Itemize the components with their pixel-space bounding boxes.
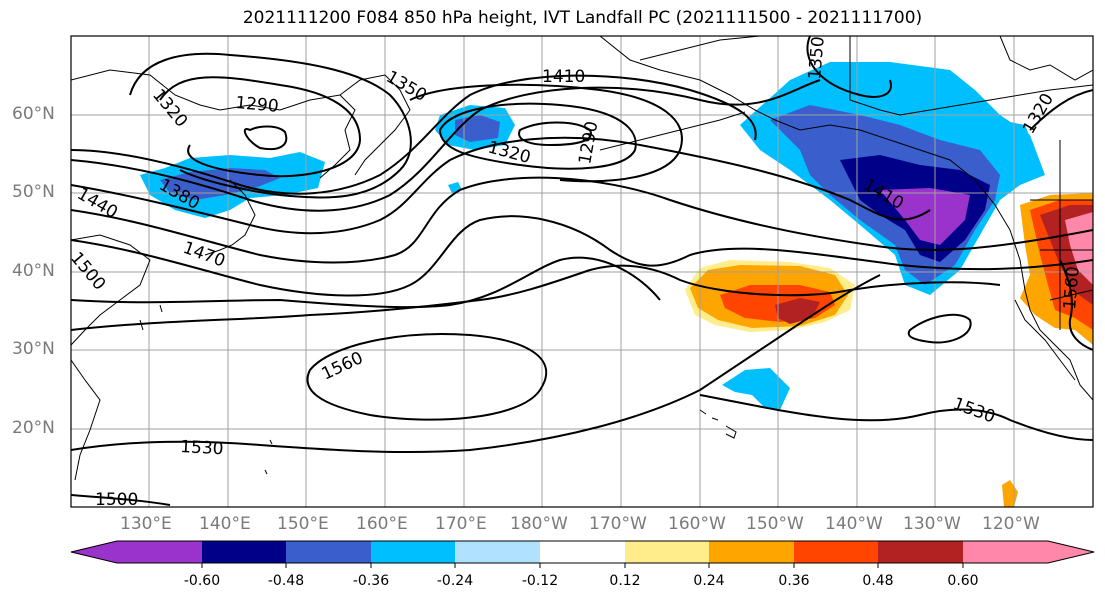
colorbar-ticks [201, 563, 964, 568]
coast-alaska-north [639, 36, 761, 61]
contour-1290-bering [518, 121, 592, 147]
colorbar-segments [71, 541, 1094, 563]
longitude-label: 130°E [120, 514, 172, 534]
coast-asia-east [71, 69, 356, 179]
anomaly-hawaii [722, 368, 790, 410]
latitude-label: 40°N [12, 261, 55, 281]
coast-baja [1014, 299, 1076, 381]
anomaly-east-pacific-core [880, 188, 970, 245]
graticule [71, 36, 1093, 507]
colorbar-tick-label: -0.60 [183, 573, 221, 589]
map-title: 2021111200 F084 850 hPa height, IVT Land… [242, 8, 923, 28]
longitude-label: 120°W [982, 514, 1040, 534]
map-frame [70, 35, 1094, 508]
colorbar-tick-label: -0.12 [521, 573, 559, 589]
contour-1320-east [1029, 89, 1093, 131]
contour-label: 1290 [235, 93, 280, 117]
contour-1290-west [243, 125, 288, 151]
colorbar-segment [371, 541, 455, 563]
contour-label: 1560 [1060, 266, 1084, 311]
colorbar-segment [455, 541, 540, 563]
latitude-label: 20°N [12, 418, 55, 438]
contour-1380 [71, 74, 757, 195]
contour-1500 [71, 215, 1093, 297]
colorbar-segment [71, 541, 202, 563]
colorbar-tick-label: 0.12 [609, 573, 641, 589]
contour-label: 1530 [180, 437, 224, 459]
colorbar-tick-label: 0.48 [862, 573, 894, 589]
hawaii-islands [699, 409, 737, 439]
longitude-label: 160°W [668, 514, 726, 534]
contour-1350-bering [409, 83, 683, 183]
contour-1320-west [159, 76, 362, 178]
pacific-islands [139, 304, 273, 475]
coast-japan [204, 179, 256, 256]
longitude-label: 130°W [903, 514, 961, 534]
contour-1530-south [71, 274, 881, 454]
contour-1320-bering [438, 102, 637, 170]
contour-1500-south [71, 494, 171, 506]
coastlines [71, 36, 1093, 481]
contour-label: 1410 [542, 67, 585, 87]
contour-1560-east [1059, 259, 1093, 351]
contour-1350-east [806, 36, 892, 98]
state-lines [1030, 140, 1093, 330]
contour-1560-closed [306, 333, 547, 421]
longitude-label: 170°E [435, 514, 487, 534]
contour-1560-mid [71, 264, 1001, 331]
anomaly-alaska-east [1000, 120, 1035, 155]
coast-kamchatka [339, 74, 411, 176]
negative-anomaly-regions [140, 62, 1045, 410]
anomaly-california-core [1065, 212, 1093, 285]
height-contours [71, 36, 1093, 506]
longitude-label: 150°W [746, 514, 804, 534]
colorbar-segment [963, 541, 1094, 563]
longitude-label: 140°E [199, 514, 251, 534]
latitude-label: 50°N [12, 182, 55, 202]
colorbar-tick-label: -0.24 [436, 573, 474, 589]
colorbar-outline [70, 540, 1095, 564]
contour-1530-east [699, 394, 1093, 441]
longitude-label: 160°E [356, 514, 408, 534]
coast-korea-china [71, 234, 151, 346]
contour-1410 [71, 79, 821, 212]
colorbar-tick-label: -0.36 [352, 573, 390, 589]
contour-label: 1350 [805, 36, 829, 81]
longitude-label: 140°W [825, 514, 883, 534]
contour-label: 1500 [95, 490, 138, 510]
colorbar-segment [286, 541, 371, 563]
latitude-label: 30°N [12, 339, 55, 359]
colorbar-tick-label: 0.36 [778, 573, 810, 589]
colorbar-segment [625, 541, 709, 563]
colorbar-segment [709, 541, 794, 563]
contour-1470 [71, 176, 1093, 264]
colorbar-segment [202, 541, 286, 563]
coast-china-south [71, 359, 101, 481]
coast-rockies [999, 36, 1093, 81]
colorbar-tick-label: -0.48 [267, 573, 305, 589]
contour-1350-west [129, 52, 412, 199]
contour-1530-hawaii-loop [907, 313, 972, 344]
contour-1440 [71, 136, 931, 235]
coast-canada [849, 36, 1093, 116]
colorbar-segment [794, 541, 878, 563]
colorbar-segment [540, 541, 625, 563]
coast-alaska [599, 36, 1011, 231]
longitude-label: 150°E [277, 514, 329, 534]
colorbar-segment [878, 541, 963, 563]
longitude-label: 180°W [510, 514, 568, 534]
colorbar-tick-label: 0.60 [947, 573, 979, 589]
coast-west-us [1009, 229, 1093, 401]
longitude-label: 170°W [589, 514, 647, 534]
colorbar-tick-label: 0.24 [693, 573, 725, 589]
latitude-label: 60°N [12, 104, 55, 124]
